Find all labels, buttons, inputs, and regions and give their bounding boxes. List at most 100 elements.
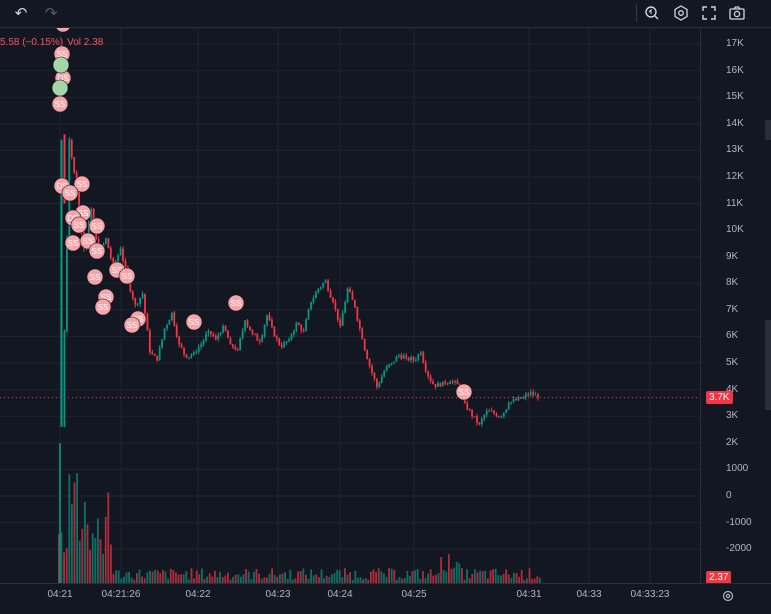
volume-bar — [149, 570, 151, 583]
candle-body — [380, 376, 383, 384]
volume-bar — [424, 578, 427, 583]
candle-body — [339, 319, 342, 326]
volume-bar — [115, 570, 117, 583]
sell-signal-marker[interactable]: SS — [185, 313, 203, 331]
candle-body — [273, 326, 276, 337]
candle-body — [495, 413, 498, 417]
volume-bar — [195, 570, 198, 583]
candle-body — [119, 248, 122, 256]
volume-bar — [520, 569, 523, 583]
sell-signal-marker[interactable]: SS — [123, 316, 141, 334]
marker-label: SS — [101, 293, 112, 302]
candle-body — [134, 298, 137, 305]
volume-bar — [201, 568, 203, 583]
sell-signal-marker[interactable]: SS — [64, 234, 82, 252]
volume-bar — [180, 574, 182, 583]
candle-body — [363, 339, 366, 351]
chart-pane[interactable]: SSSSDSSSDSSSSSSSDSSSSSSSSSSSSSSSSSSSSSSS… — [0, 15, 700, 583]
volume-bar — [271, 568, 273, 583]
candle-body — [131, 291, 134, 299]
volume-bar — [393, 569, 396, 583]
candle-body — [210, 331, 212, 335]
panel-resize-handle[interactable] — [765, 120, 771, 140]
camera-icon[interactable] — [726, 3, 748, 23]
volume-bar — [188, 579, 190, 583]
candle-body — [510, 401, 513, 403]
candle-body — [329, 290, 332, 298]
sell-signal-marker[interactable]: SS — [118, 267, 136, 285]
volume-bar — [333, 573, 336, 583]
candle-body — [268, 315, 271, 321]
volume-bar — [240, 576, 242, 583]
buy-signal-marker[interactable] — [51, 79, 69, 97]
volume-bar — [437, 573, 440, 583]
volume-bar — [372, 569, 375, 583]
sell-signal-marker[interactable]: SS — [73, 175, 91, 193]
fullscreen-icon[interactable] — [698, 3, 720, 23]
candle-body — [358, 320, 361, 329]
time-axis-label: 04:22 — [185, 589, 211, 600]
sell-signal-marker[interactable]: SS — [51, 95, 69, 113]
buy-signal-marker[interactable] — [52, 56, 70, 74]
volume-bar — [128, 571, 130, 583]
candle-body — [207, 331, 210, 334]
volume-bar — [536, 576, 539, 583]
volume-bar — [190, 568, 193, 583]
volume-bar — [242, 574, 245, 583]
sell-signal-marker[interactable]: SS — [54, 15, 72, 33]
price-chart[interactable]: SSSSDSSSDSSSSSSSDSSSSSSSSSSSSSSSSSSSSSSS… — [0, 15, 700, 583]
volume-bar — [305, 574, 307, 583]
candle-body — [295, 323, 298, 331]
candle-body — [502, 412, 505, 417]
sell-signal-marker[interactable]: SS — [94, 298, 112, 316]
volume-bar — [159, 573, 162, 583]
volume-bar — [65, 548, 68, 583]
sell-signal-marker[interactable]: SS — [61, 184, 79, 202]
candle-body — [385, 366, 388, 372]
candle-body — [202, 340, 205, 345]
axis-settings-icon[interactable] — [718, 586, 738, 606]
volume-bar — [260, 578, 263, 583]
volume-bar — [268, 573, 271, 583]
undo-arrow-icon[interactable]: ↶ — [14, 5, 28, 22]
candle-body — [153, 354, 156, 356]
price-axis[interactable]: 17K 16K 15K 14K 13K 12K 11K 10K 9K 8K 7K 6K 5K 4K 3K 2K… — [700, 28, 771, 584]
zoom-reset-icon[interactable] — [641, 3, 663, 23]
candle-body — [532, 392, 535, 395]
time-axis-label: 04:21:26 — [101, 589, 141, 600]
last-price-tag: 3.7K — [706, 390, 733, 404]
candle-body — [107, 238, 110, 249]
redo-arrow-icon[interactable]: ↷ — [44, 5, 58, 22]
candle-body — [256, 334, 259, 341]
volume-bar — [435, 574, 437, 583]
price-axis-label: 0 — [726, 490, 732, 501]
panel-resize-handle[interactable] — [765, 320, 771, 410]
sell-signal-marker[interactable]: SS — [86, 268, 104, 286]
sell-signal-marker[interactable]: SS — [70, 216, 88, 234]
sell-signal-marker[interactable]: SS — [88, 217, 106, 235]
volume-bar — [328, 576, 331, 583]
volume-bar — [312, 575, 315, 583]
candle-body — [280, 344, 283, 348]
candle-body — [397, 355, 400, 357]
candle-body — [105, 238, 107, 244]
sell-signal-marker[interactable]: SS — [455, 383, 473, 401]
volume-bar — [117, 570, 120, 583]
candle-body — [197, 347, 200, 352]
settings-gear-icon[interactable] — [670, 3, 692, 23]
sell-signal-marker[interactable]: SS — [227, 294, 245, 312]
volume-bar — [232, 576, 234, 583]
candle-body — [527, 394, 530, 396]
sell-signal-marker[interactable]: SS — [88, 242, 106, 260]
volume-bar — [63, 552, 65, 583]
candle-body — [378, 383, 381, 387]
marker-label: DS — [56, 182, 67, 191]
candle-body — [432, 381, 434, 385]
candle-body — [439, 383, 442, 387]
volume-tag: 2.37 — [706, 571, 732, 584]
volume-bar — [221, 577, 224, 583]
volume-bar — [409, 575, 411, 583]
time-axis[interactable]: 04:21 04:21:26 04:22 04:23 04:24 04:25 04:31 04… — [0, 583, 771, 614]
volume-bar — [523, 579, 526, 583]
candle-body — [520, 396, 522, 399]
